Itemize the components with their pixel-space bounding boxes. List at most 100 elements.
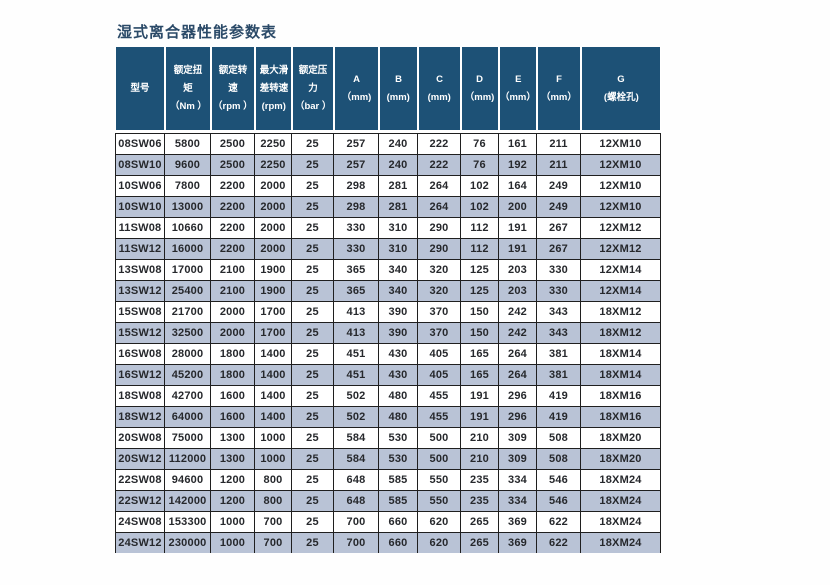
cell: 2000	[211, 322, 255, 343]
cell-model: 24SW08	[115, 511, 165, 532]
cell: 222	[418, 154, 461, 175]
cell: 365	[334, 280, 379, 301]
column-header-line: （mm)	[341, 92, 372, 103]
cell: 700	[255, 532, 292, 553]
cell: 2250	[255, 154, 292, 175]
column-header-line: （bar ）	[294, 101, 332, 112]
cell: 2000	[255, 238, 292, 259]
column-header-line: D	[476, 74, 484, 85]
cell: 281	[379, 196, 418, 217]
column-header-line: (螺栓孔)	[603, 92, 639, 103]
cell-model: 16SW08	[115, 343, 165, 364]
cell: 1000	[255, 448, 292, 469]
column-header-line: 矩	[183, 83, 193, 94]
cell: 298	[334, 175, 379, 196]
cell: 1000	[211, 532, 255, 553]
cell: 25	[292, 343, 334, 364]
cell: 25	[292, 238, 334, 259]
cell: 257	[334, 154, 379, 175]
cell: 265	[461, 532, 499, 553]
cell: 330	[334, 238, 379, 259]
cell: 9600	[165, 154, 211, 175]
cell: 210	[461, 427, 499, 448]
cell: 64000	[165, 406, 211, 427]
cell: 369	[499, 511, 537, 532]
cell: 405	[418, 364, 461, 385]
cell-model: 11SW08	[115, 217, 165, 238]
cell: 235	[461, 469, 499, 490]
cell: 18XM14	[581, 364, 661, 385]
column-header-dim-g: G (螺栓孔)	[581, 47, 661, 133]
cell: 343	[537, 301, 581, 322]
cell: 17000	[165, 259, 211, 280]
cell: 76	[461, 133, 499, 154]
column-header-rated-speed: 额定转速 （rpm ）	[211, 47, 255, 133]
cell: 296	[499, 385, 537, 406]
column-header-line: 额定转	[218, 65, 248, 76]
cell: 2000	[211, 301, 255, 322]
cell-model: 13SW12	[115, 280, 165, 301]
cell: 700	[255, 511, 292, 532]
cell: 235	[461, 490, 499, 511]
cell: 320	[418, 259, 461, 280]
cell: 25	[292, 511, 334, 532]
cell: 102	[461, 196, 499, 217]
cell: 502	[334, 385, 379, 406]
cell: 585	[379, 469, 418, 490]
cell: 210	[461, 448, 499, 469]
cell: 45200	[165, 364, 211, 385]
column-header-line: （mm）	[500, 92, 536, 103]
cell: 12XM10	[581, 133, 661, 154]
cell: 25	[292, 469, 334, 490]
cell: 25	[292, 385, 334, 406]
cell: 1900	[255, 259, 292, 280]
column-header-line: (mm)	[427, 92, 452, 103]
cell: 1400	[255, 343, 292, 364]
cell: 18XM24	[581, 511, 661, 532]
cell: 660	[379, 532, 418, 553]
cell: 12XM10	[581, 154, 661, 175]
cell: 25400	[165, 280, 211, 301]
cell: 1000	[211, 511, 255, 532]
cell: 530	[379, 448, 418, 469]
cell: 622	[537, 511, 581, 532]
cell: 25	[292, 154, 334, 175]
cell: 500	[418, 448, 461, 469]
cell: 413	[334, 322, 379, 343]
cell: 309	[499, 448, 537, 469]
column-header-line: (mm)	[386, 92, 411, 103]
column-header-line: 最大滑	[259, 65, 288, 76]
cell: 381	[537, 364, 581, 385]
performance-table: 型号 额定扭矩 （Nm ） 额定转速 （rpm ） 最大滑 差转速 (rpm) 额定压力 （bar…	[115, 47, 661, 553]
cell-model: 24SW12	[115, 532, 165, 553]
cell: 13000	[165, 196, 211, 217]
cell: 1900	[255, 280, 292, 301]
column-header-rated-torque: 额定扭矩 （Nm ）	[165, 47, 211, 133]
cell: 18XM12	[581, 301, 661, 322]
cell: 800	[255, 469, 292, 490]
cell: 76	[461, 154, 499, 175]
cell: 2500	[211, 133, 255, 154]
cell: 430	[379, 343, 418, 364]
cell-model: 11SW12	[115, 238, 165, 259]
cell: 203	[499, 259, 537, 280]
cell: 12XM12	[581, 238, 661, 259]
cell: 191	[461, 406, 499, 427]
column-header-dim-d: D （mm)	[461, 47, 499, 133]
cell: 18XM24	[581, 532, 661, 553]
cell: 75000	[165, 427, 211, 448]
column-header-line: 差转速	[259, 83, 288, 94]
column-header-dim-e: E （mm）	[499, 47, 537, 133]
cell: 455	[418, 406, 461, 427]
cell: 296	[499, 406, 537, 427]
cell: 330	[537, 259, 581, 280]
cell: 451	[334, 364, 379, 385]
cell: 370	[418, 301, 461, 322]
cell-model: 10SW10	[115, 196, 165, 217]
cell: 211	[537, 133, 581, 154]
column-header-line: 额定扭	[173, 65, 203, 76]
cell: 1300	[211, 427, 255, 448]
cell: 1600	[211, 385, 255, 406]
column-header-model: 型号	[115, 47, 165, 133]
cell: 419	[537, 385, 581, 406]
